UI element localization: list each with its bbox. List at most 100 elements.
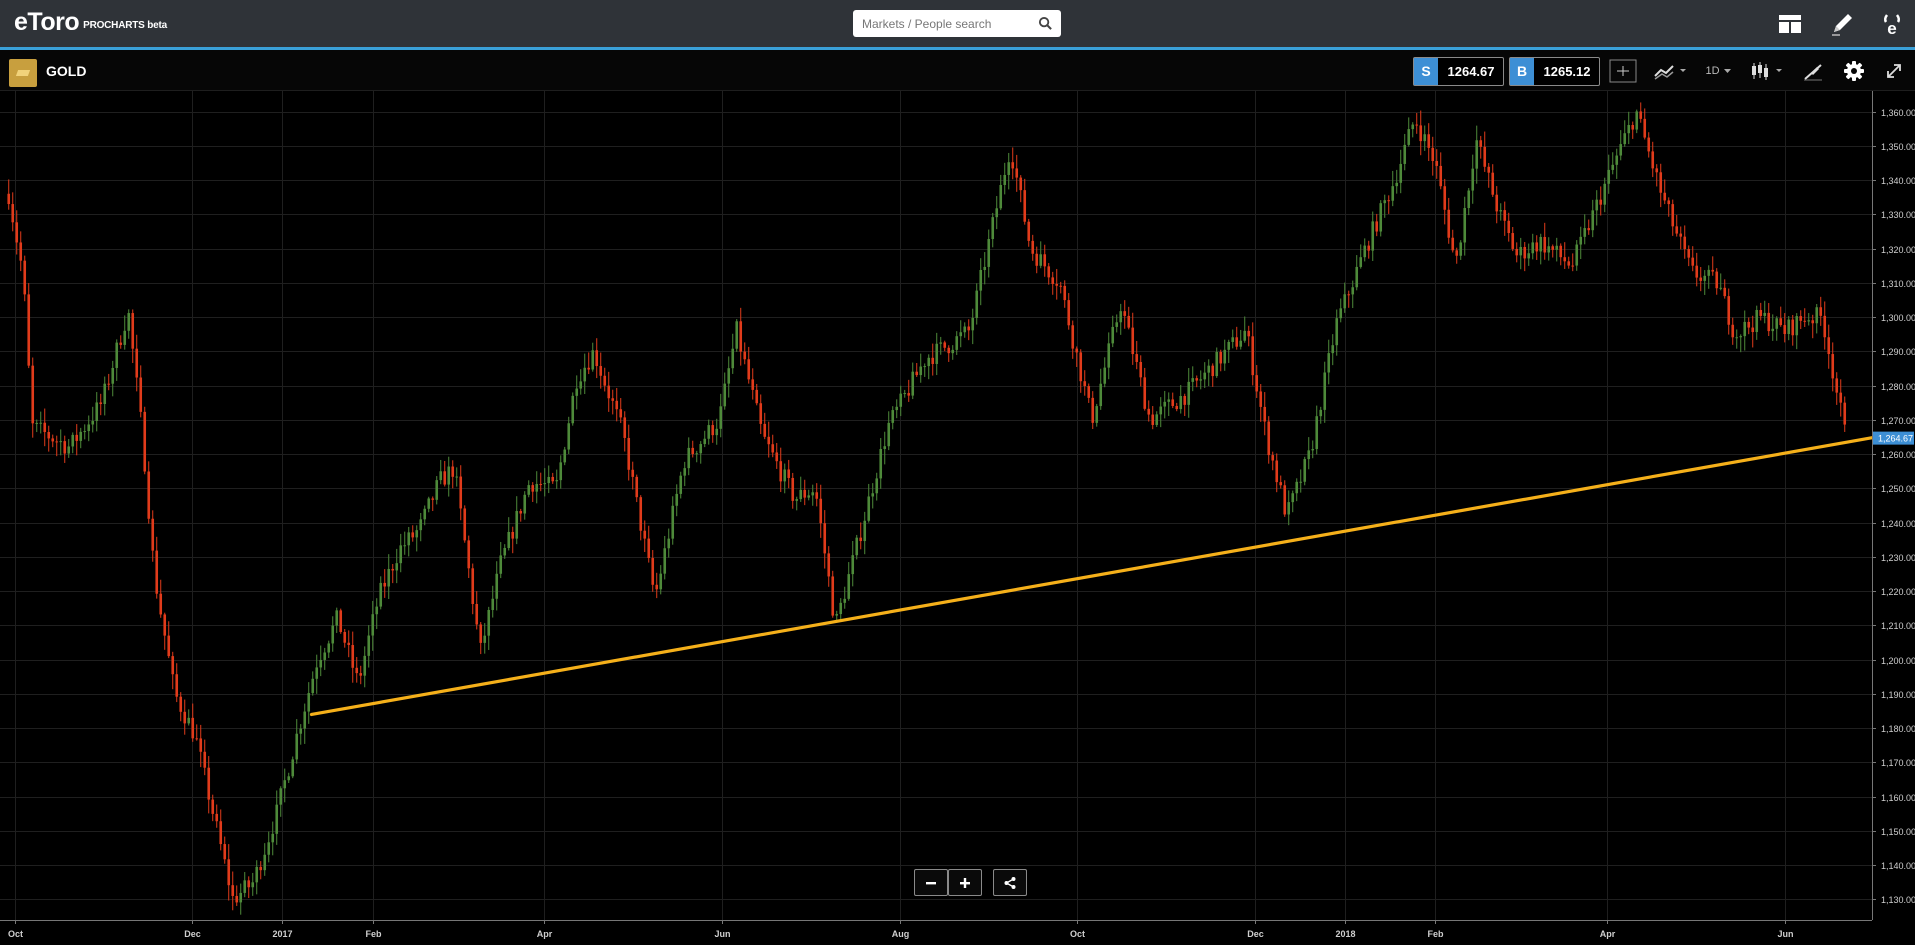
- candle-body: [7, 193, 11, 205]
- candle-body: [1483, 146, 1487, 167]
- candle: [55, 435, 59, 457]
- candle-body: [1787, 319, 1791, 335]
- candle-body: [1087, 386, 1091, 398]
- candle: [1235, 326, 1239, 350]
- candle-body: [115, 342, 119, 368]
- zoom-out-button[interactable]: [914, 869, 948, 896]
- crosshair-icon: [1609, 59, 1637, 83]
- candle-body: [1083, 381, 1087, 387]
- candle: [811, 484, 815, 506]
- candle-body: [1663, 192, 1667, 201]
- candle-body: [1607, 169, 1611, 184]
- candle-body: [107, 383, 111, 385]
- search-input[interactable]: [862, 15, 1032, 33]
- candle: [1751, 315, 1755, 348]
- candle-body: [1595, 199, 1599, 211]
- candle: [151, 510, 155, 562]
- candle-body: [283, 780, 287, 789]
- candle: [615, 387, 619, 422]
- candle-body: [1827, 337, 1831, 355]
- candle-body: [531, 485, 535, 492]
- candle-body: [779, 461, 783, 482]
- candle-body: [1691, 257, 1695, 266]
- etoro-e-icon[interactable]: e: [1878, 10, 1906, 38]
- search-icon[interactable]: [1038, 16, 1053, 31]
- share-button[interactable]: [993, 869, 1027, 896]
- candle: [1151, 406, 1155, 430]
- candle: [687, 437, 691, 476]
- candle: [239, 883, 243, 915]
- drawing-tools-button[interactable]: [1798, 56, 1828, 86]
- candle: [87, 415, 91, 442]
- candle-body: [635, 476, 639, 498]
- candle: [1563, 242, 1567, 269]
- candle-body: [791, 477, 795, 501]
- candle-body: [819, 498, 823, 524]
- x-tick-label: Aug: [892, 929, 910, 939]
- current-price-tag: [1873, 431, 1914, 445]
- candle-body: [1771, 328, 1775, 332]
- candle: [211, 794, 215, 822]
- price-axis-background: [1872, 91, 1915, 945]
- candle-body: [1191, 378, 1195, 382]
- candle-body: [1811, 320, 1815, 324]
- candle-body: [1219, 351, 1223, 364]
- buy-button[interactable]: B 1265.12: [1509, 57, 1600, 86]
- candle: [1735, 329, 1739, 349]
- candle-body: [367, 635, 371, 656]
- price-axis: 1,130.00 1,140.00 1,150.00 1,160.00 1,170.00…: [1872, 91, 1915, 945]
- candle: [443, 460, 447, 487]
- candle: [19, 231, 23, 272]
- timeframe-select[interactable]: 1D: [1702, 56, 1736, 86]
- candle-body: [47, 432, 51, 439]
- candle-body: [1651, 151, 1655, 169]
- candle: [943, 340, 947, 352]
- candle: [1795, 313, 1799, 350]
- candle-body: [639, 497, 643, 531]
- candle-body: [943, 342, 947, 348]
- candle-body: [1379, 203, 1383, 232]
- settings-button[interactable]: [1839, 56, 1869, 86]
- candle-body: [607, 385, 611, 399]
- indicators-button[interactable]: [1652, 56, 1692, 86]
- candle: [1207, 359, 1211, 387]
- layout-icon[interactable]: [1776, 10, 1804, 38]
- candle: [1635, 109, 1639, 134]
- trendline-layer[interactable]: [309, 430, 1905, 717]
- candle: [1747, 317, 1751, 335]
- candle: [91, 406, 95, 433]
- candle-body: [1759, 309, 1763, 316]
- candle-body: [1303, 459, 1307, 482]
- candle-body: [267, 842, 271, 855]
- candle-body: [451, 466, 455, 477]
- candle: [1639, 102, 1643, 123]
- logo-text: eToro: [14, 8, 80, 36]
- candle: [839, 598, 843, 620]
- candle: [763, 412, 767, 440]
- candle: [167, 621, 171, 659]
- chevron-down-icon: [1723, 69, 1731, 73]
- candle: [63, 435, 67, 463]
- candle: [1427, 123, 1431, 161]
- search-box[interactable]: [853, 10, 1061, 37]
- candle: [43, 408, 47, 447]
- etoro-logo[interactable]: eToro PROCHARTS beta: [14, 8, 167, 37]
- chart-type-button[interactable]: [1748, 56, 1788, 86]
- candle-body: [1535, 242, 1539, 252]
- candle-body: [731, 348, 735, 369]
- fullscreen-button[interactable]: [1880, 56, 1908, 86]
- sell-button[interactable]: S 1264.67: [1413, 57, 1504, 86]
- candle: [119, 335, 123, 349]
- candle: [863, 511, 867, 555]
- zoom-in-button[interactable]: [948, 869, 982, 896]
- candle: [1383, 194, 1387, 218]
- accent-line: [0, 47, 1915, 50]
- pencil-icon[interactable]: [1828, 10, 1856, 38]
- candle: [571, 392, 575, 426]
- price-chart[interactable]: 1,130.00 1,140.00 1,150.00 1,160.00 1,170.00…: [0, 91, 1915, 945]
- crosshair-button[interactable]: [1608, 56, 1638, 86]
- candle-body: [1599, 199, 1603, 205]
- candle-body: [1435, 161, 1439, 166]
- candle-body: [1327, 353, 1331, 373]
- candle-body: [591, 350, 595, 370]
